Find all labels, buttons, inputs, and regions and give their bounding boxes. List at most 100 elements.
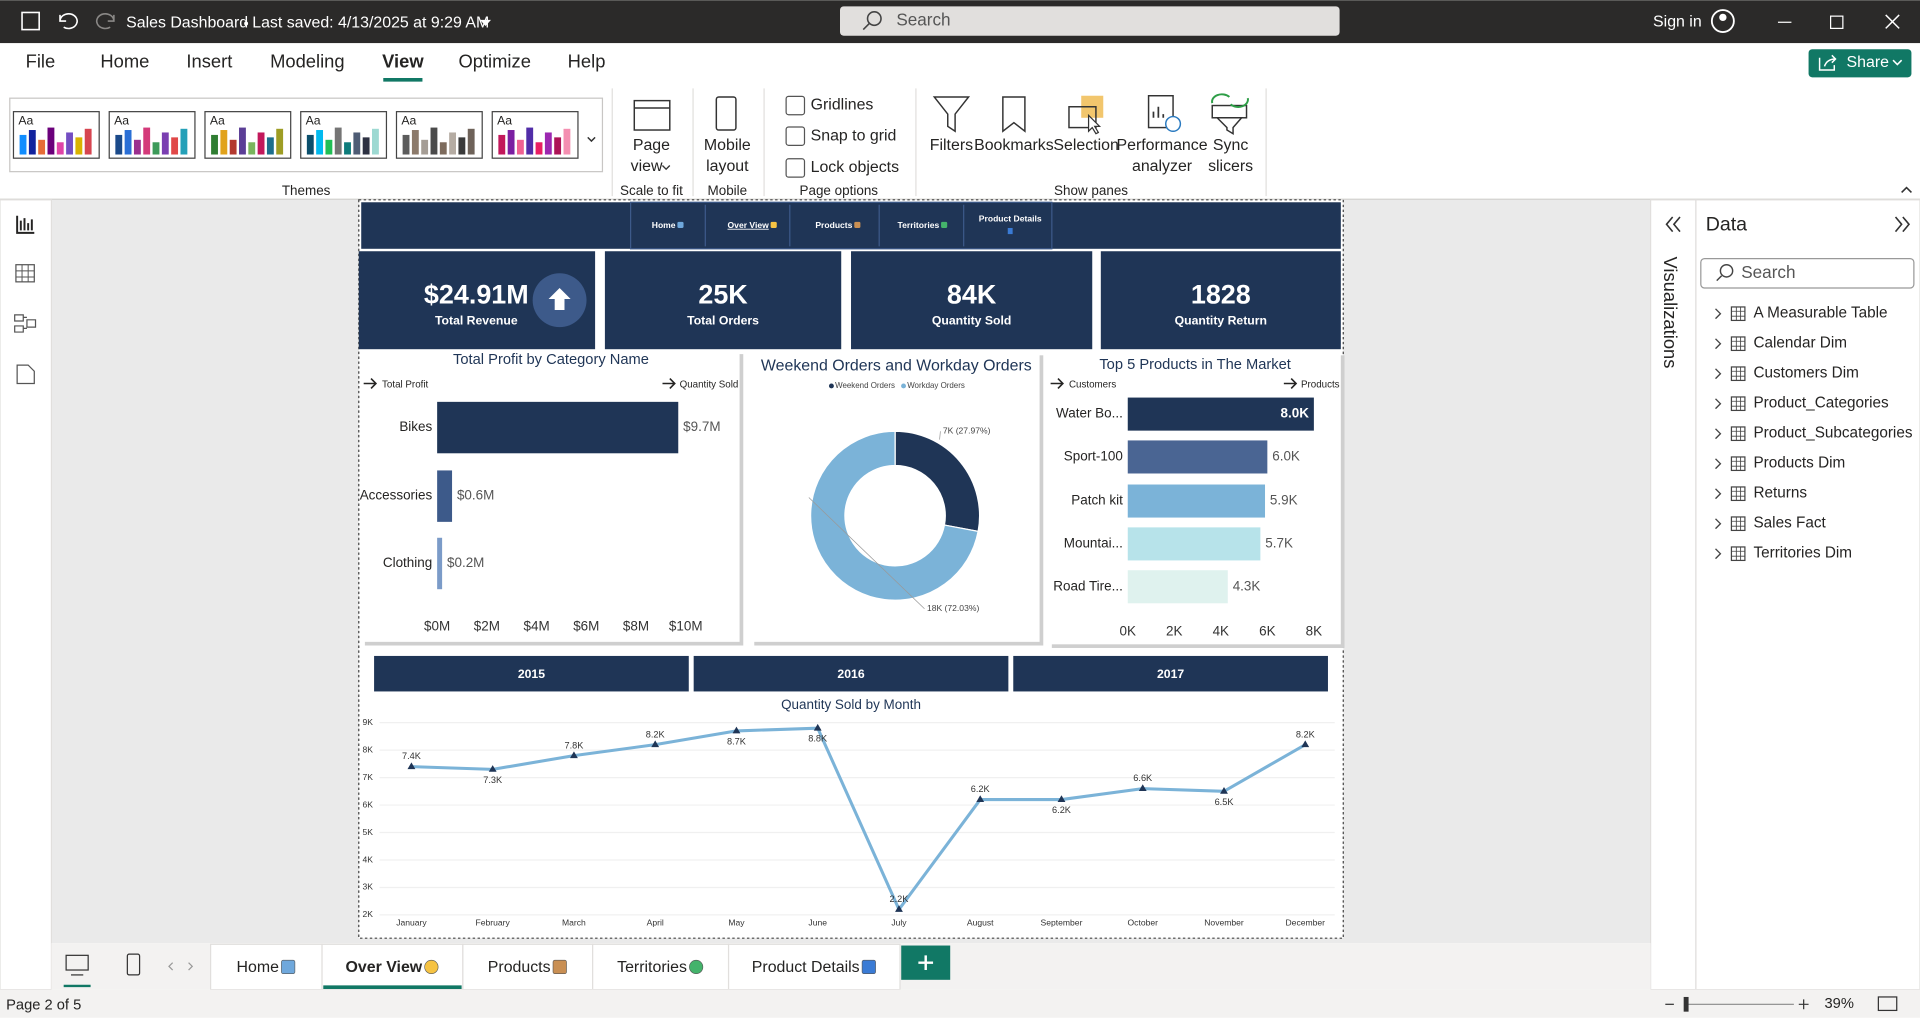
nav-button[interactable]: Products (815, 220, 852, 230)
undo-icon[interactable] (59, 13, 78, 30)
ribbon-button-label[interactable]: Page (633, 137, 670, 154)
desktop-view-icon[interactable] (65, 954, 89, 971)
page-tab-label[interactable]: Product Details (752, 959, 860, 976)
nav-button[interactable]: Product Details (979, 214, 1042, 224)
data-search[interactable] (1700, 257, 1915, 289)
table-name[interactable]: Sales Fact (1753, 515, 1826, 532)
nav-button[interactable]: Home (652, 220, 676, 230)
expand-chevron[interactable] (1715, 518, 1722, 530)
theme-color (75, 137, 83, 155)
mobile-icon[interactable] (715, 96, 737, 131)
slicer-label[interactable]: 2017 (1157, 667, 1184, 681)
checkbox-label[interactable]: Gridlines (811, 97, 874, 114)
checkbox[interactable] (785, 158, 806, 178)
expand-chevron[interactable] (1715, 488, 1722, 500)
maximize[interactable] (1830, 15, 1844, 30)
ribbon-tab[interactable]: Optimize (458, 51, 530, 72)
expand-chevron[interactable] (1715, 368, 1722, 380)
checkbox[interactable] (785, 126, 806, 146)
ribbon-button-label[interactable]: Selection (1053, 137, 1118, 154)
table-name[interactable]: Returns (1753, 485, 1807, 502)
expand-chevron[interactable] (1715, 308, 1722, 320)
mobile-view-icon[interactable] (126, 953, 141, 976)
kpi-label: Total Orders (687, 313, 759, 327)
table-name[interactable]: Calendar Dim (1753, 335, 1847, 352)
table-name[interactable]: A Measurable Table (1753, 305, 1887, 322)
data-label: 6.0K (1272, 449, 1300, 464)
expand-chevron[interactable] (1715, 428, 1722, 440)
collapse-ribbon[interactable] (1901, 186, 1912, 194)
redo-icon[interactable] (95, 13, 115, 30)
ribbon-tab[interactable]: Help (568, 51, 606, 72)
page-tab-label[interactable]: Home (237, 959, 280, 976)
expand-chevron[interactable] (1715, 458, 1722, 470)
nav-button[interactable]: Over View (728, 220, 770, 230)
slicer-button[interactable] (692, 654, 1010, 693)
ribbon-button-label[interactable]: view (631, 158, 663, 175)
theme-color (276, 128, 284, 155)
close[interactable] (1885, 14, 1900, 29)
ribbon-tab[interactable]: File (26, 51, 56, 72)
prev-page[interactable] (168, 962, 174, 971)
ribbon-button-label[interactable]: layout (706, 158, 749, 175)
fit-to-page[interactable] (1877, 996, 1898, 1012)
ribbon-tab[interactable]: Modeling (270, 51, 345, 72)
ribbon-tab[interactable]: Insert (186, 51, 232, 72)
themes-more[interactable] (587, 136, 596, 143)
search-box[interactable] (840, 6, 1340, 36)
visualizations-title[interactable]: Visualizations (1660, 257, 1681, 369)
performance-clock (1164, 115, 1182, 132)
table-name[interactable]: Customers Dim (1753, 365, 1858, 382)
expand-chevron[interactable] (1715, 398, 1722, 410)
ribbon-button-label[interactable]: Performance (1117, 137, 1208, 154)
saved-dropdown[interactable] (480, 19, 492, 26)
table-name[interactable]: Products Dim (1753, 455, 1845, 472)
ribbon-tab[interactable]: Home (100, 51, 149, 72)
checkbox-label[interactable]: Snap to grid (811, 127, 897, 144)
zoom-thumb[interactable] (1683, 996, 1689, 1012)
expand-visualizations[interactable] (1665, 216, 1681, 233)
collapse-data[interactable] (1894, 216, 1911, 233)
model-view-icon[interactable] (14, 314, 37, 333)
search-placeholder[interactable]: Search (896, 10, 950, 30)
sign-in[interactable]: Sign in (1653, 13, 1702, 30)
slicer-label[interactable]: 2015 (518, 667, 545, 681)
slicer-button[interactable] (1012, 654, 1330, 693)
category-label: Water Bo... (1056, 406, 1123, 421)
page-view-icon[interactable] (633, 99, 671, 131)
checkbox-label[interactable]: Lock objects (811, 159, 899, 176)
zoom-in[interactable] (1798, 999, 1809, 1010)
expand-chevron[interactable] (1715, 338, 1722, 350)
ribbon-button-label[interactable]: analyzer (1132, 158, 1193, 175)
nav-button[interactable]: Territories (898, 220, 940, 230)
page-tab[interactable] (321, 943, 464, 991)
save-icon[interactable] (21, 11, 40, 31)
slicer-button[interactable] (372, 654, 690, 693)
table-name[interactable]: Product_Subcategories (1753, 425, 1912, 442)
table-name[interactable]: Product_Categories (1753, 395, 1889, 412)
ribbon-button-label[interactable]: Filters (930, 137, 973, 154)
report-view-icon[interactable] (16, 215, 35, 234)
ribbon-button-label[interactable]: slicers (1208, 158, 1253, 175)
avatar[interactable] (1710, 9, 1735, 33)
ribbon-tab[interactable]: View (382, 51, 424, 72)
page-tab[interactable] (592, 943, 730, 991)
search-icon (866, 11, 882, 27)
slicer-label[interactable]: 2016 (837, 667, 864, 681)
expand-chevron[interactable] (1715, 548, 1722, 560)
dax-view-icon[interactable] (16, 364, 35, 385)
ribbon-button-label[interactable]: Sync (1213, 137, 1248, 154)
x-tick-label: $2M (474, 619, 500, 634)
page-tab[interactable] (209, 943, 323, 991)
page-tab-label[interactable]: Over View (346, 959, 423, 976)
next-page[interactable] (188, 962, 194, 971)
table-name[interactable]: Territories Dim (1753, 545, 1852, 562)
page-tab[interactable] (727, 943, 901, 991)
table-view-icon[interactable] (15, 264, 35, 283)
ribbon-button-label[interactable]: Bookmarks (974, 137, 1054, 154)
page-tab-label[interactable]: Products (488, 959, 551, 976)
ribbon-button-label[interactable]: Mobile (704, 137, 751, 154)
data-search-placeholder[interactable]: Search (1741, 262, 1795, 282)
checkbox[interactable] (785, 95, 806, 116)
page-tab-label[interactable]: Territories (617, 959, 687, 976)
